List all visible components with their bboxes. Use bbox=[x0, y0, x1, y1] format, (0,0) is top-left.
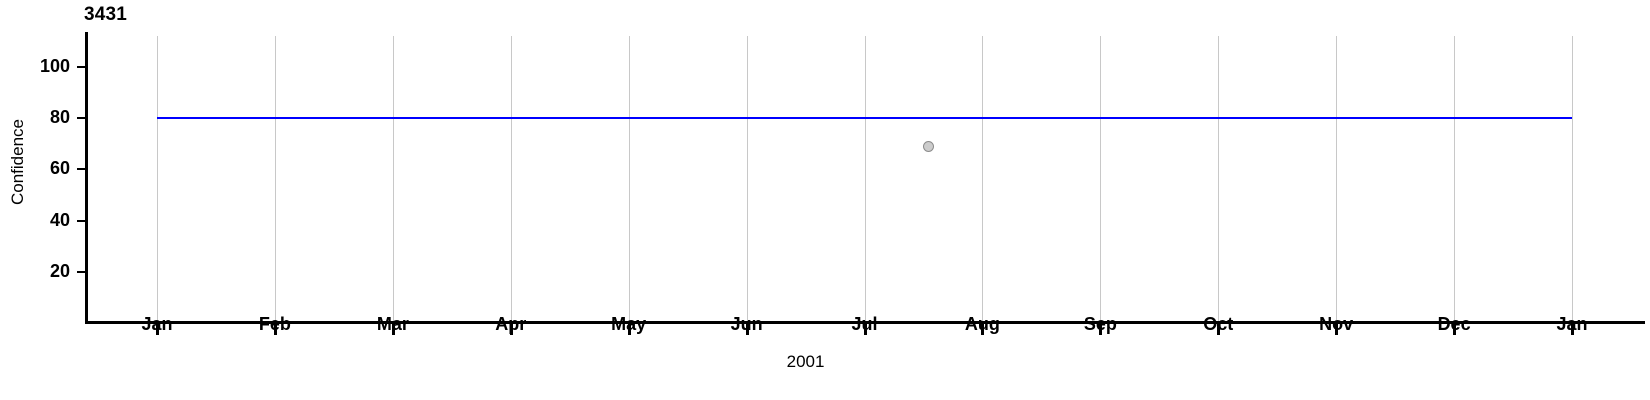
gridline-vertical bbox=[1336, 36, 1338, 323]
gridline-vertical bbox=[274, 36, 276, 323]
chart-title: 3431 bbox=[84, 4, 128, 25]
x-tick-mark bbox=[745, 324, 749, 335]
x-tick-mark bbox=[509, 324, 513, 335]
x-tick-mark bbox=[156, 324, 159, 335]
x-tick-label: Nov bbox=[1319, 314, 1354, 334]
gridline-vertical bbox=[1218, 36, 1220, 323]
y-tick-label: 100 bbox=[39, 55, 70, 76]
x-tick-label: Sep bbox=[1083, 314, 1117, 334]
x-tick-mark bbox=[981, 324, 985, 335]
y-tick-label: 40 bbox=[49, 209, 70, 230]
x-tick-label: Dec bbox=[1437, 314, 1471, 334]
x-tick-mark bbox=[1335, 324, 1339, 335]
x-tick-label: Apr bbox=[495, 314, 527, 334]
gridline-vertical bbox=[510, 36, 512, 323]
gridline-vertical bbox=[628, 36, 630, 323]
x-tick-mark bbox=[863, 324, 867, 335]
y-axis-label: Confidence bbox=[8, 119, 27, 206]
x-axis-label: 2001 bbox=[786, 352, 825, 371]
x-tick-mark bbox=[1453, 324, 1457, 335]
gridline-vertical bbox=[157, 36, 158, 323]
y-tick-mark bbox=[77, 168, 86, 171]
threshold-line bbox=[157, 117, 1572, 119]
y-tick-mark bbox=[77, 117, 86, 119]
x-tick-label: Jul bbox=[851, 314, 878, 334]
x-tick-label: Aug bbox=[964, 314, 1000, 334]
x-tick-label: Jan bbox=[141, 314, 173, 334]
y-tick-label: 60 bbox=[49, 158, 70, 179]
x-tick-mark bbox=[391, 324, 395, 335]
gridline-vertical bbox=[392, 36, 394, 323]
x-tick-label: Feb bbox=[258, 314, 291, 334]
y-tick-mark bbox=[77, 270, 86, 273]
x-tick-label: May bbox=[611, 314, 647, 334]
y-tick-mark bbox=[77, 219, 86, 222]
x-tick-mark bbox=[1099, 324, 1103, 335]
y-tick-mark bbox=[77, 65, 86, 68]
x-tick-mark bbox=[273, 324, 277, 335]
y-axis-spine bbox=[85, 32, 88, 324]
gridline-vertical bbox=[864, 36, 866, 323]
x-tick-label: Jun bbox=[730, 314, 763, 334]
x-tick-mark bbox=[1217, 324, 1221, 335]
gridline-vertical bbox=[1572, 36, 1573, 323]
x-tick-label: Oct bbox=[1203, 314, 1234, 334]
x-tick-label: Jan bbox=[1556, 314, 1588, 334]
gridline-vertical bbox=[1100, 36, 1102, 323]
x-axis-spine bbox=[85, 321, 1645, 324]
gridline-vertical bbox=[1454, 36, 1456, 323]
y-tick-label: 20 bbox=[49, 260, 70, 281]
x-tick-mark bbox=[627, 324, 631, 335]
y-axis-label-wrap: Confidence bbox=[0, 0, 30, 324]
plot-area bbox=[86, 36, 1646, 323]
data-point bbox=[922, 140, 934, 152]
x-tick-mark bbox=[1571, 324, 1574, 335]
x-tick-label: Mar bbox=[376, 314, 409, 334]
gridline-vertical bbox=[746, 36, 748, 323]
y-tick-label: 80 bbox=[49, 107, 70, 127]
gridline-vertical bbox=[982, 36, 984, 323]
